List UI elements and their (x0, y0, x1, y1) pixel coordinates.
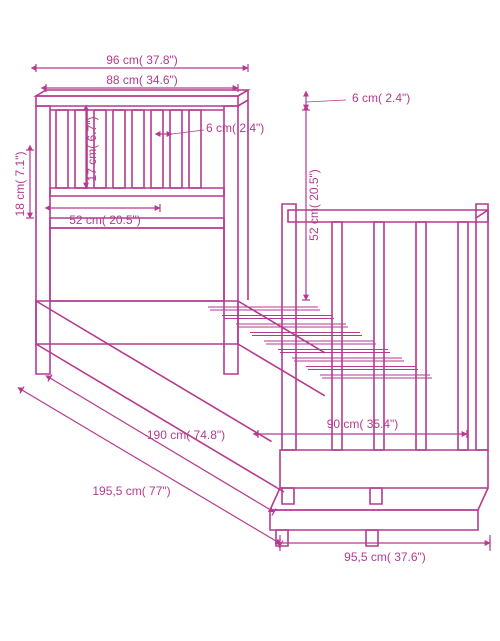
dim-h18: 18 cm( 7.1") (13, 152, 27, 217)
dim-d195: 195,5 cm( 77") (92, 484, 170, 498)
dim-h52r: 52 cm( 20.5") (307, 169, 321, 241)
dim-d95: 95,5 cm( 37.6") (344, 550, 426, 564)
dimension-diagram: 96 cm( 37.8") 88 cm( 34.6") 6 cm( 2.4") 52 … (0, 0, 500, 641)
dim-d90: 90 cm( 35.4") (327, 417, 399, 431)
dim-w96: 96 cm( 37.8") (106, 53, 178, 67)
dim-h17: 17 cm( 6.7") (85, 117, 99, 182)
dim-w88: 88 cm( 34.6") (106, 73, 178, 87)
dim-h6: 6 cm( 2.4") (352, 91, 410, 105)
dim-w6: 6 cm( 2.4") (206, 121, 264, 135)
dim-w52: 52 cm( 20.5") (69, 213, 141, 227)
dim-d190: 190 cm( 74.8") (147, 428, 225, 442)
